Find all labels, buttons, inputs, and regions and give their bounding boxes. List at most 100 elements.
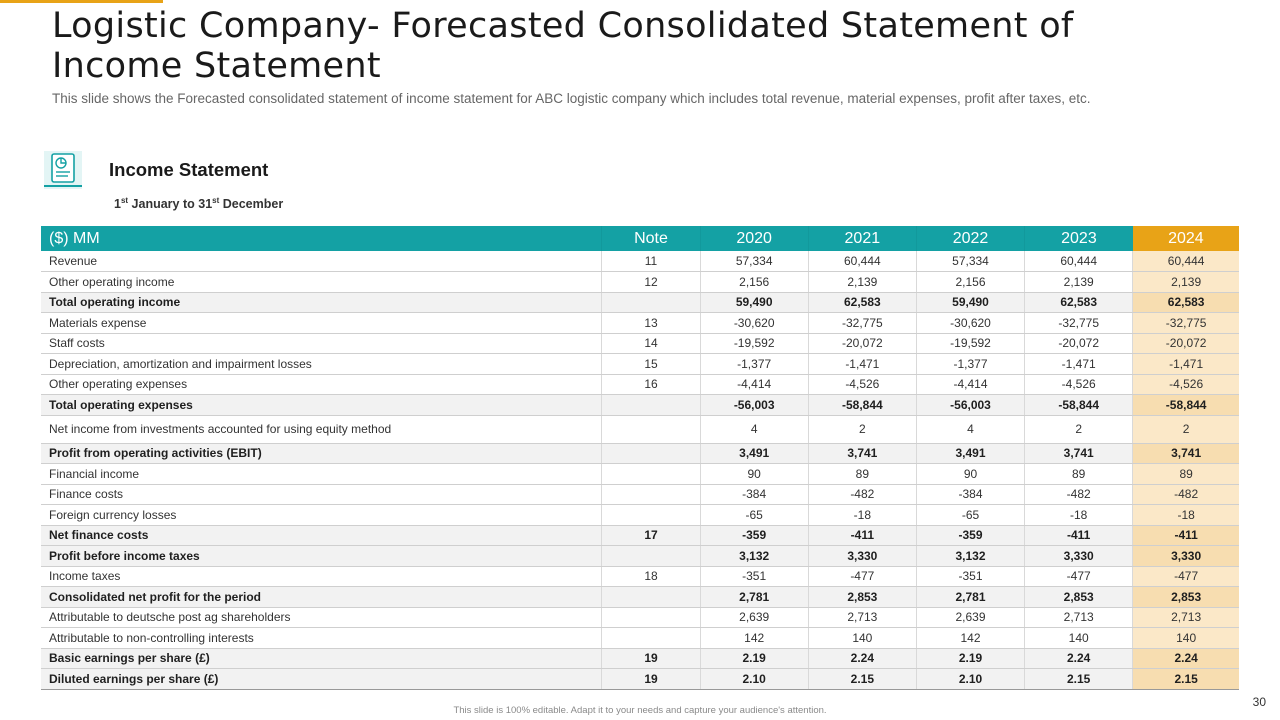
row-value: -4,526: [1024, 374, 1133, 395]
row-value: 2,853: [807, 586, 917, 608]
row-label: Depreciation, amortization and impairmen…: [41, 353, 602, 375]
date-from-day: 1: [114, 197, 121, 212]
date-to-day: 31: [198, 197, 213, 212]
table-row: Attributable to non-controlling interest…: [41, 627, 1239, 649]
row-value: -58,844: [1024, 394, 1133, 416]
date-from-suffix: st: [120, 196, 129, 205]
column-header-label: ($) MM: [41, 226, 602, 251]
row-note: [601, 292, 701, 313]
column-header-year: 2020: [699, 226, 809, 251]
table-row: Profit from operating activities (EBIT) 3…: [41, 443, 1239, 464]
row-value: -1,471: [1132, 353, 1239, 375]
row-note: 19: [601, 668, 701, 690]
row-value: 2,139: [1024, 271, 1133, 293]
row-value: 3,132: [699, 545, 809, 567]
row-note: 17: [601, 525, 701, 546]
row-value: 142: [915, 627, 1025, 649]
table-header-row: ($) MM Note 2020 2021 2022 2023 2024: [41, 226, 1239, 251]
row-value: 2,713: [1024, 607, 1133, 628]
row-value: -4,414: [699, 374, 809, 395]
row-value: 60,444: [1132, 251, 1239, 272]
row-value: 89: [1024, 463, 1133, 485]
row-value: -58,844: [807, 394, 917, 416]
row-value: 2.24: [1132, 648, 1239, 669]
row-note: 16: [601, 374, 701, 395]
row-label: Total operating income: [41, 292, 602, 313]
row-value: 140: [1024, 627, 1133, 649]
row-value: 3,741: [1132, 443, 1239, 464]
row-value: -477: [1132, 566, 1239, 587]
table-row: Basic earnings per share (£) 19 2.19 2.24 2.…: [41, 648, 1239, 669]
row-value: -477: [1024, 566, 1133, 587]
row-value: 3,330: [807, 545, 917, 567]
row-value: -19,592: [699, 333, 809, 354]
row-value: -1,471: [1024, 353, 1133, 375]
table-row: Foreign currency losses -65 -18 -65 -18 -18: [41, 504, 1239, 526]
row-value: -411: [1024, 525, 1133, 546]
row-value: -482: [807, 484, 917, 505]
date-to-suffix: st: [212, 196, 220, 205]
row-value: -4,526: [807, 374, 917, 395]
slide-subtitle: This slide shows the Forecasted consolid…: [52, 91, 1091, 106]
row-value: 59,490: [915, 292, 1025, 313]
row-value: 2: [1024, 415, 1133, 444]
row-label: Other operating income: [41, 271, 602, 293]
row-value: -56,003: [915, 394, 1025, 416]
row-note: [601, 504, 701, 526]
table-row: Diluted earnings per share (£) 19 2.10 2.15…: [41, 668, 1239, 690]
column-header-note: Note: [601, 226, 701, 251]
row-value: -56,003: [699, 394, 809, 416]
row-label: Net finance costs: [41, 525, 602, 546]
table-row: Revenue 11 57,334 60,444 57,334 60,444 60,444: [41, 251, 1239, 272]
row-note: 19: [601, 648, 701, 669]
row-value: 2,639: [699, 607, 809, 628]
row-value: 2,781: [699, 586, 809, 608]
row-label: Diluted earnings per share (£): [41, 668, 602, 690]
row-value: 60,444: [1024, 251, 1133, 272]
row-value: -1,377: [915, 353, 1025, 375]
row-value: 4: [915, 415, 1025, 444]
table-row: Total operating expenses -56,003 -58,844 -5…: [41, 394, 1239, 416]
row-value: -1,471: [807, 353, 917, 375]
table-row: Net finance costs 17 -359 -411 -359 -411 -411: [41, 525, 1239, 546]
table-row: Income taxes 18 -351 -477 -351 -477 -477: [41, 566, 1239, 587]
table-row: Other operating expenses 16 -4,414 -4,526 -4…: [41, 374, 1239, 395]
row-note: [601, 607, 701, 628]
row-value: 3,491: [699, 443, 809, 464]
row-label: Finance costs: [41, 484, 602, 505]
section-title: Income Statement: [109, 159, 269, 180]
row-value: -20,072: [1024, 333, 1133, 354]
row-value: -32,775: [1132, 312, 1239, 334]
row-value: 62,583: [807, 292, 917, 313]
row-label: Financial income: [41, 463, 602, 485]
row-value: 140: [1132, 627, 1239, 649]
row-value: -30,620: [915, 312, 1025, 334]
table-row: Consolidated net profit for the period 2,…: [41, 586, 1239, 608]
row-value: 2,156: [699, 271, 809, 293]
row-value: 2,156: [915, 271, 1025, 293]
row-note: [601, 443, 701, 464]
row-value: 2.15: [1024, 668, 1133, 690]
row-value: 90: [699, 463, 809, 485]
income-statement-table: ($) MM Note 2020 2021 2022 2023 2024 Rev…: [41, 226, 1239, 690]
row-label: Materials expense: [41, 312, 602, 334]
row-value: 2.19: [915, 648, 1025, 669]
row-value: 2.10: [915, 668, 1025, 690]
row-value: 2: [807, 415, 917, 444]
row-value: -18: [1024, 504, 1133, 526]
row-value: -19,592: [915, 333, 1025, 354]
row-value: -32,775: [1024, 312, 1133, 334]
row-note: 18: [601, 566, 701, 587]
row-label: Other operating expenses: [41, 374, 602, 395]
row-value: 2: [1132, 415, 1239, 444]
row-label: Profit from operating activities (EBIT): [41, 443, 602, 464]
row-value: -30,620: [699, 312, 809, 334]
page-number: 30: [1252, 695, 1266, 709]
row-value: -20,072: [807, 333, 917, 354]
row-value: -359: [699, 525, 809, 546]
row-note: [601, 463, 701, 485]
row-value: 2.24: [1024, 648, 1133, 669]
row-value: -1,377: [699, 353, 809, 375]
row-value: -32,775: [807, 312, 917, 334]
row-value: 3,132: [915, 545, 1025, 567]
